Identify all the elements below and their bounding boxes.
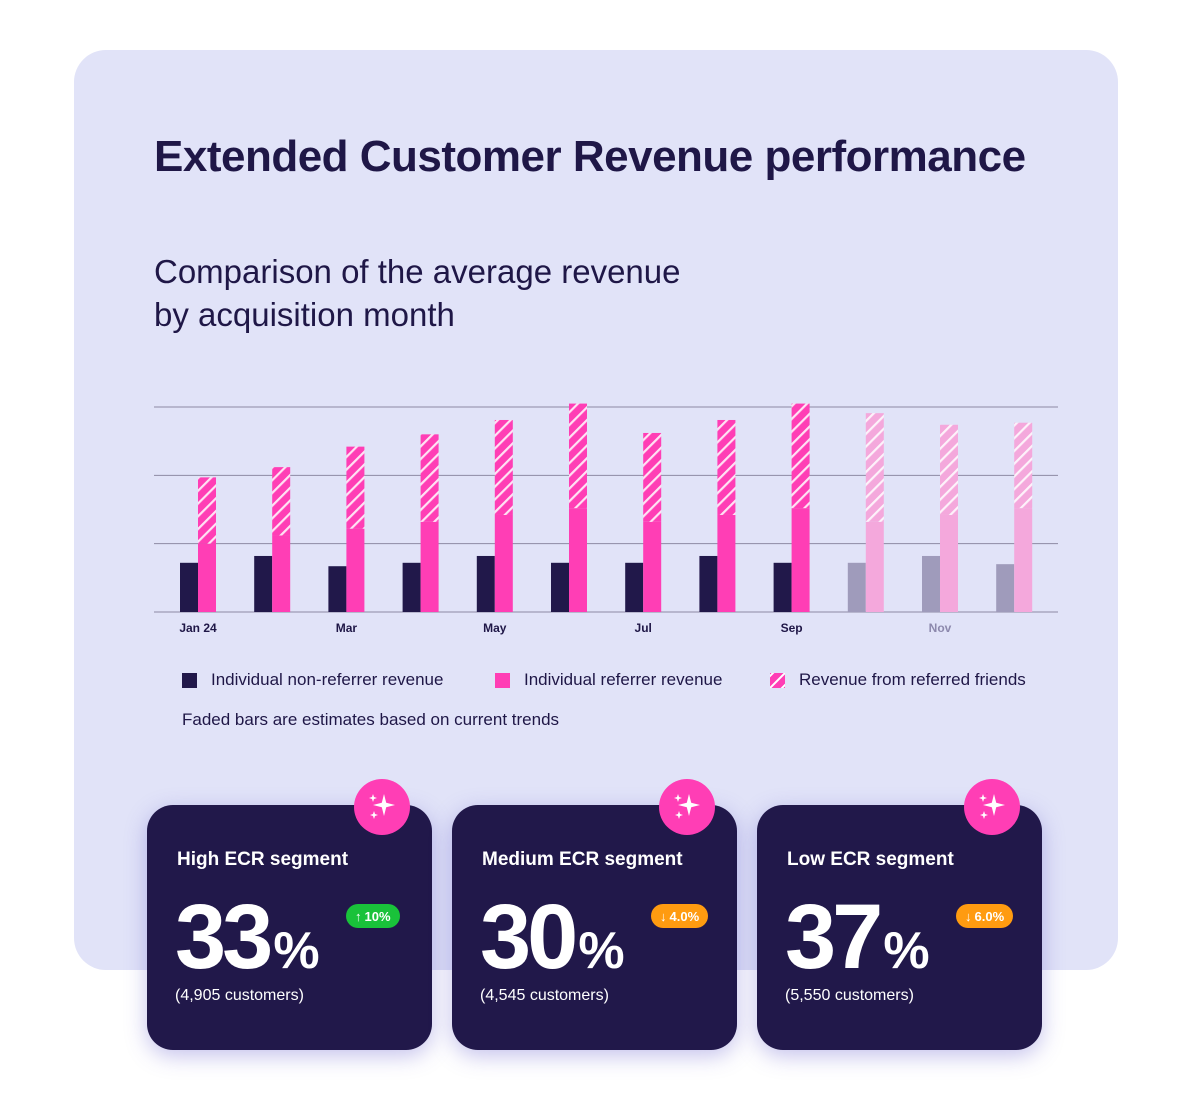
sparkle-badge	[354, 779, 410, 835]
bar-referrer-3	[420, 521, 439, 612]
bar-non-referrer-4	[476, 555, 495, 612]
segment-customer-count: (4,905 customers)	[175, 987, 304, 1004]
segment-percentage: 37 %	[785, 887, 930, 987]
bar-non-referrer-10	[922, 555, 940, 612]
segment-customer-count: (4,545 customers)	[480, 987, 609, 1004]
bar-referrer-0	[198, 543, 216, 612]
segment-percent-value: 37	[785, 886, 883, 988]
sparkle-icon	[369, 794, 395, 819]
bar-referred-friends-0	[198, 477, 216, 544]
page-title: Extended Customer Revenue performance	[154, 132, 1026, 181]
bar-referrer-4	[494, 514, 513, 612]
arrow-up-icon: ↑	[355, 908, 362, 924]
segment-percent-value: 33	[175, 886, 273, 988]
legend-swatch-referrer	[495, 672, 510, 688]
bar-referred-friends-6	[643, 432, 662, 522]
segment-percentage: 30 %	[480, 887, 625, 987]
bar-referred-friends-9	[865, 413, 884, 522]
bar-referrer-6	[643, 521, 662, 612]
bar-referred-friends-10	[940, 424, 958, 515]
bar-non-referrer-0	[180, 562, 198, 612]
bar-non-referrer-9	[847, 562, 866, 612]
change-badge-down: ↓ 4.0%	[651, 904, 709, 928]
chart-subtitle: Comparison of the average revenue by acq…	[154, 250, 854, 336]
change-badge-up: ↑ 10%	[346, 904, 400, 928]
bar-referrer-11	[1014, 508, 1033, 612]
legend-item-referred-friends: Revenue from referred friends	[770, 670, 1026, 690]
x-tick-label: Mar	[336, 621, 358, 635]
legend-swatch-non-referrer	[182, 672, 197, 688]
bar-referred-friends-11	[1014, 422, 1033, 509]
sparkle-badge	[659, 779, 715, 835]
chart-legend: Individual non-referrer revenue Individu…	[182, 670, 1062, 700]
subtitle-line-2: by acquisition month	[154, 296, 455, 333]
subtitle-line-1: Comparison of the average revenue	[154, 253, 681, 290]
bar-referred-friends-2	[346, 446, 365, 529]
bar-non-referrer-1	[254, 555, 273, 612]
legend-label-referred-friends: Revenue from referred friends	[799, 670, 1026, 689]
legend-item-referrer: Individual referrer revenue	[495, 670, 722, 690]
percent-symbol: %	[883, 922, 930, 980]
sparkle-icon	[979, 794, 1005, 819]
legend-label-non-referrer: Individual non-referrer revenue	[211, 670, 444, 689]
bar-referred-friends-3	[420, 434, 439, 522]
legend-label-referrer: Individual referrer revenue	[524, 670, 723, 689]
bar-non-referrer-3	[402, 562, 421, 612]
x-tick-label: Jul	[635, 621, 652, 635]
segment-title: Low ECR segment	[787, 849, 954, 870]
bar-referrer-10	[940, 514, 958, 612]
bar-non-referrer-6	[625, 562, 644, 612]
arrow-down-icon: ↓	[965, 908, 972, 924]
change-badge-value: 6.0%	[974, 908, 1005, 924]
bar-non-referrer-11	[996, 564, 1015, 612]
segment-card-low: Low ECR segment 37 % ↓ 6.0% (5,550 custo…	[757, 779, 1042, 1050]
segment-card-medium: Medium ECR segment 30 % ↓ 4.0% (4,545 cu…	[452, 779, 737, 1050]
percent-symbol: %	[273, 922, 320, 980]
bar-non-referrer-2	[328, 566, 347, 612]
segment-title: Medium ECR segment	[482, 849, 683, 870]
legend-swatch-referred-friends	[770, 672, 785, 688]
arrow-down-icon: ↓	[660, 908, 667, 924]
bar-referrer-2	[346, 528, 365, 612]
bar-non-referrer-7	[699, 555, 718, 612]
bar-referred-friends-1	[272, 467, 291, 536]
x-tick-label: Jan 24	[179, 621, 217, 635]
change-badge-down: ↓ 6.0%	[956, 904, 1014, 928]
bar-referrer-9	[865, 521, 884, 612]
bar-referrer-5	[569, 508, 587, 612]
bar-referred-friends-7	[717, 419, 736, 515]
sparkle-icon	[674, 794, 700, 819]
legend-item-non-referrer: Individual non-referrer revenue	[182, 670, 443, 690]
change-badge-value: 4.0%	[669, 908, 700, 924]
segment-title: High ECR segment	[177, 849, 349, 870]
bar-referred-friends-8	[791, 403, 810, 509]
estimate-footnote: Faded bars are estimates based on curren…	[182, 710, 560, 729]
x-tick-label: Sep	[781, 621, 803, 635]
bar-non-referrer-5	[551, 562, 569, 612]
x-tick-label: May	[483, 621, 507, 635]
bar-referred-friends-5	[569, 403, 587, 509]
segment-percentage: 33 %	[175, 887, 320, 987]
segment-card-high: High ECR segment 33 % ↑ 10% (4,905 custo…	[147, 779, 432, 1050]
segment-customer-count: (5,550 customers)	[785, 987, 914, 1004]
bar-non-referrer-8	[773, 562, 792, 612]
sparkle-badge	[964, 779, 1020, 835]
change-badge-value: 10%	[364, 908, 391, 924]
bar-referred-friends-4	[494, 419, 513, 515]
x-tick-label: Nov	[929, 621, 952, 635]
segment-percent-value: 30	[480, 886, 578, 988]
bar-referrer-8	[791, 508, 810, 612]
bar-referrer-7	[717, 514, 736, 612]
bar-referrer-1	[272, 535, 291, 612]
percent-symbol: %	[578, 922, 625, 980]
